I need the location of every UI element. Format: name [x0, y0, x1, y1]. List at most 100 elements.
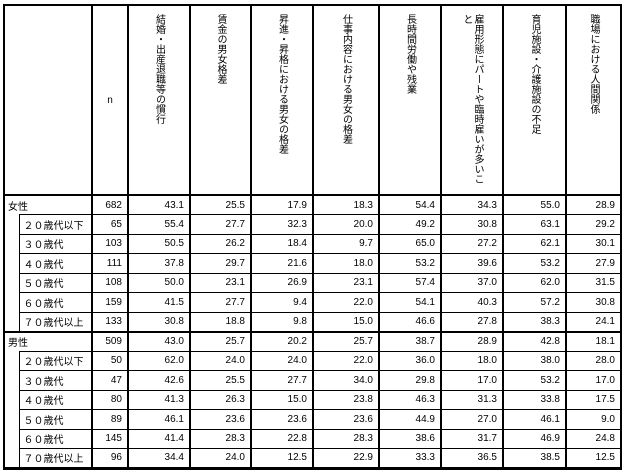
table-row: ４０歳代 80 41.3 26.3 15.0 23.8 46.3 31.3 33.8 17.5 [4, 389, 621, 410]
col-header-label: 職場における人間関係 [588, 14, 599, 114]
data-cell: 27.2 [440, 233, 503, 254]
data-cell: 23.6 [312, 409, 379, 429]
data-cell: 9.7 [312, 233, 379, 254]
data-cell: 38.6 [378, 428, 441, 449]
data-cell: 30.8 [440, 214, 503, 234]
data-cell: 28.9 [565, 194, 621, 215]
data-cell: 18.0 [440, 350, 503, 371]
row-label-age: ２０歳代以下 [18, 350, 92, 371]
data-cell: 24.0 [189, 448, 251, 468]
data-cell: 17.0 [565, 370, 621, 390]
data-cell: 54.1 [378, 292, 441, 312]
data-cell: 12.5 [250, 448, 313, 468]
table-row: ６０歳代 159 41.5 27.7 9.4 22.0 54.1 40.3 57.2 30.8 [4, 292, 621, 312]
n-value-cell: 50 [91, 350, 128, 371]
row-label-age: ６０歳代 [18, 292, 92, 312]
col-header-job-content-gap: 仕事内容における男女の格差 [312, 5, 379, 196]
data-cell: 41.3 [127, 389, 190, 410]
data-cell: 15.0 [312, 311, 379, 332]
n-value-cell: 80 [91, 389, 128, 410]
data-cell: 17.9 [250, 194, 313, 215]
data-cell: 24.0 [189, 350, 251, 371]
n-value-cell: 89 [91, 409, 128, 429]
data-cell: 55.4 [127, 214, 190, 234]
col-header-label: 賃金の男女格差 [215, 14, 226, 84]
data-cell: 27.7 [189, 214, 251, 234]
data-cell: 37.8 [127, 253, 190, 273]
row-label-age: ５０歳代 [18, 272, 92, 293]
data-cell: 25.5 [189, 194, 251, 215]
data-cell: 21.6 [250, 253, 313, 273]
data-cell: 38.0 [502, 350, 566, 371]
col-header-wage-gap: 賃金の男女格差 [189, 5, 251, 196]
table-row: ６０歳代 145 41.4 28.3 22.8 28.3 38.6 31.7 46.9 24.8 [4, 428, 621, 449]
data-cell: 25.7 [312, 330, 379, 351]
data-cell: 62.0 [502, 272, 566, 293]
row-label-age: ４０歳代 [18, 389, 92, 410]
col-header-childcare-facilities: 育児施設・介護施設の不足 [502, 5, 566, 196]
table-row: ３０歳代 47 42.6 25.5 27.7 34.0 29.8 17.0 53.2 17.0 [4, 370, 621, 390]
data-cell: 53.2 [502, 253, 566, 273]
data-cell: 46.6 [378, 311, 441, 332]
data-cell: 26.2 [189, 233, 251, 254]
table-row: ２０歳代以下 50 62.0 24.0 24.0 22.0 36.0 18.0 38.0 28.0 [4, 350, 621, 468]
table-row: ２０歳代以下 65 55.4 27.7 32.3 20.0 49.2 30.8 63.1 29.2 [4, 214, 621, 332]
row-label-age: ７０歳代以上 [18, 448, 92, 468]
data-cell: 57.4 [378, 272, 441, 293]
data-cell: 43.1 [127, 194, 190, 215]
col-header-label: 育児施設・介護施設の不足 [529, 14, 540, 134]
data-cell: 28.3 [312, 428, 379, 449]
data-cell: 63.1 [502, 214, 566, 234]
table-row: ４０歳代 111 37.8 29.7 21.6 18.0 53.2 39.6 53.2 27.9 [4, 253, 621, 273]
data-cell: 41.5 [127, 292, 190, 312]
table-row: 女性 682 43.1 25.5 17.9 18.3 54.4 34.3 55.0 28.9 [4, 194, 621, 215]
data-cell: 31.7 [440, 428, 503, 449]
corner-cell [4, 5, 92, 196]
col-header-n: n [91, 5, 128, 196]
data-cell: 30.8 [127, 311, 190, 332]
data-cell: 20.2 [250, 330, 313, 351]
data-cell: 15.0 [250, 389, 313, 410]
table-row: ５０歳代 108 50.0 23.1 26.9 23.1 57.4 37.0 62.0 31.5 [4, 272, 621, 293]
n-value-cell: 103 [91, 233, 128, 254]
data-cell: 54.4 [378, 194, 441, 215]
data-cell: 22.9 [312, 448, 379, 468]
data-cell: 55.0 [502, 194, 566, 215]
data-cell: 39.6 [440, 253, 503, 273]
crosstab-table: n 結婚・出産退職等の慣行 賃金の男女格差 昇進・昇格における男女の格差 仕事内… [3, 4, 622, 470]
row-label-age: ６０歳代 [18, 428, 92, 449]
data-cell: 33.8 [502, 389, 566, 410]
data-cell: 22.0 [312, 350, 379, 371]
col-header-employment-type: 雇用形態にパートや臨時雇いが多いこと [440, 5, 503, 196]
data-cell: 43.0 [127, 330, 190, 351]
col-header-label: 仕事内容における男女の格差 [340, 14, 352, 144]
data-cell: 34.4 [127, 448, 190, 468]
data-cell: 29.2 [565, 214, 621, 234]
table-row: ７０歳代以上 96 34.4 24.0 12.5 22.9 33.3 36.5 38.5 12.5 [4, 448, 621, 468]
col-header-workplace-relations: 職場における人間関係 [565, 5, 621, 196]
data-cell: 42.6 [127, 370, 190, 390]
data-cell: 62.1 [502, 233, 566, 254]
data-cell: 28.0 [565, 350, 621, 371]
n-value-cell: 108 [91, 272, 128, 293]
data-cell: 22.8 [250, 428, 313, 449]
data-cell: 31.3 [440, 389, 503, 410]
data-cell: 57.2 [502, 292, 566, 312]
indent-gutter [4, 214, 20, 332]
col-header-promotion-gap: 昇進・昇格における男女の格差 [250, 5, 313, 196]
data-cell: 46.9 [502, 428, 566, 449]
row-label-age: ５０歳代 [18, 409, 92, 429]
data-cell: 53.2 [502, 370, 566, 390]
data-cell: 40.3 [440, 292, 503, 312]
n-value-cell: 65 [91, 214, 128, 234]
data-cell: 25.7 [189, 330, 251, 351]
col-header-label: 雇用形態にパートや臨時雇いが多いこと [461, 14, 483, 184]
data-cell: 18.3 [312, 194, 379, 215]
n-value-cell: 111 [91, 253, 128, 273]
col-header-marriage-retirement: 結婚・出産退職等の慣行 [127, 5, 190, 196]
data-cell: 46.1 [127, 409, 190, 429]
data-cell: 18.0 [312, 253, 379, 273]
data-cell: 23.8 [312, 389, 379, 410]
data-cell: 17.0 [440, 370, 503, 390]
